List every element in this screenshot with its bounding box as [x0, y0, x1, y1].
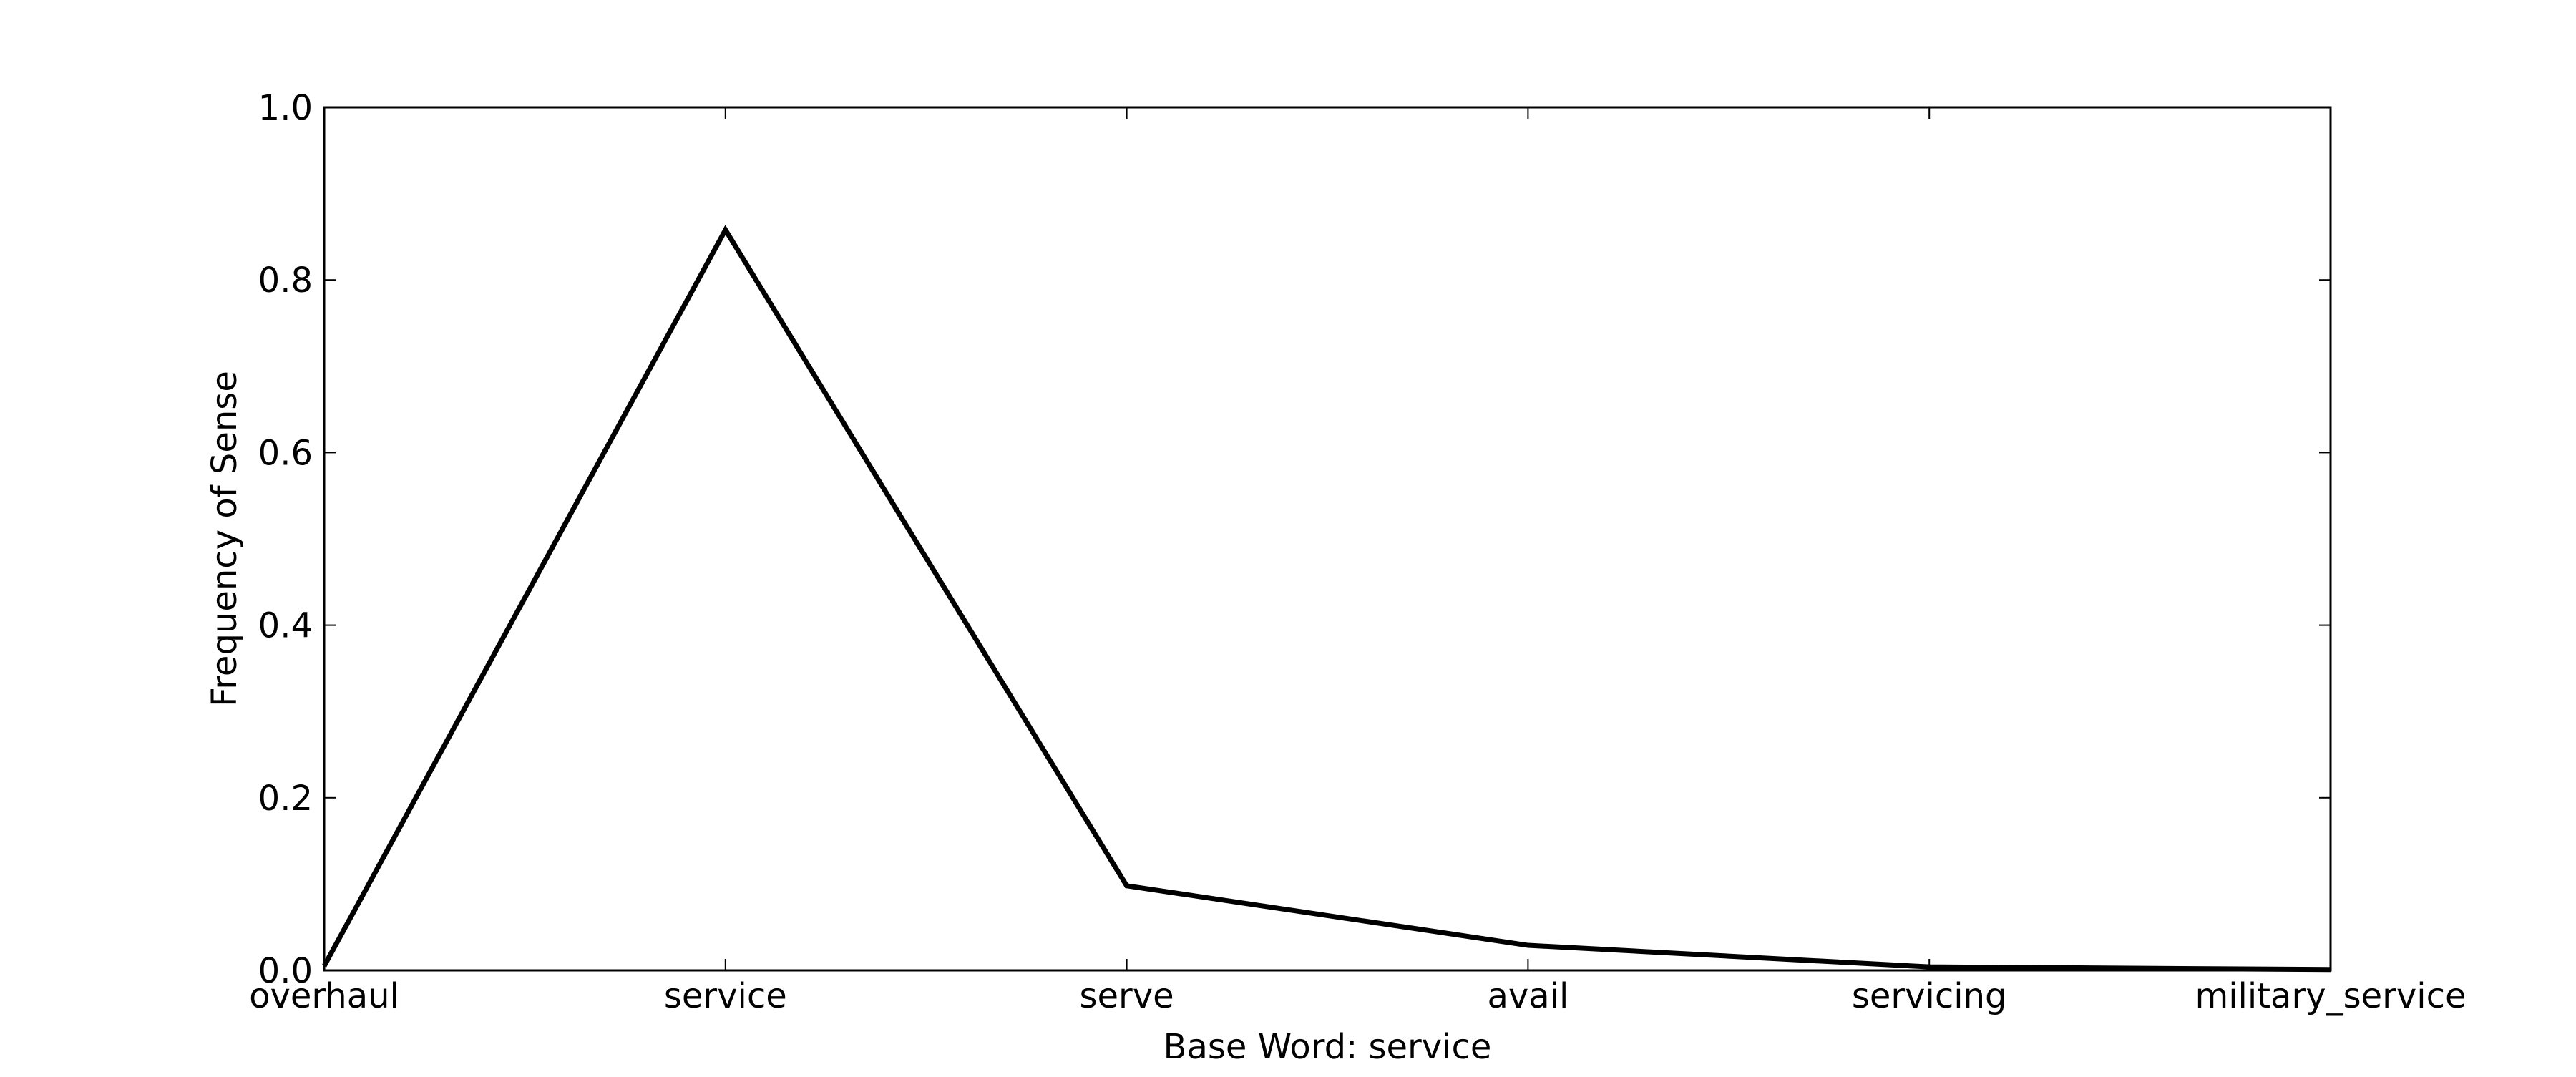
y-tick-label: 0.2 [258, 779, 313, 819]
y-tick-label: 1.0 [258, 88, 313, 128]
x-tick-label: overhaul [249, 976, 399, 1016]
x-tick-label: military_service [2195, 976, 2466, 1016]
y-axis-label: Frequency of Sense [205, 371, 245, 707]
x-tick-label: serve [1079, 976, 1174, 1016]
plot-area [324, 107, 2331, 970]
y-tick-label: 0.6 [258, 433, 313, 473]
x-axis-label: Base Word: service [1163, 1027, 1492, 1067]
x-tick-label: servicing [1852, 976, 2007, 1016]
x-tick-label: avail [1487, 976, 1568, 1016]
y-tick-label: 0.8 [258, 260, 313, 301]
x-tick-label: service [664, 976, 787, 1016]
y-tick-label: 0.4 [258, 606, 313, 646]
